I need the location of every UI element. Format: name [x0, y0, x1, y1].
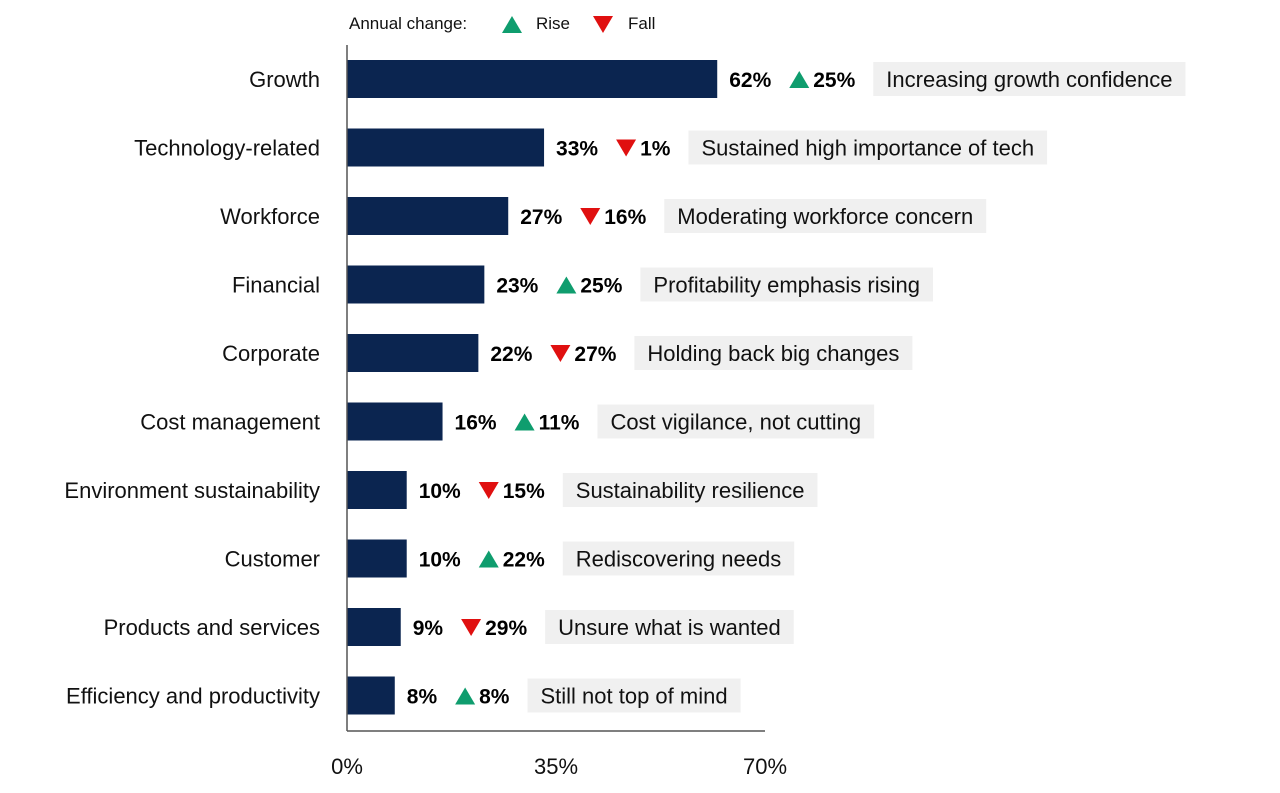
annotation-box: [640, 267, 933, 302]
change-label: 1%: [640, 138, 671, 161]
triangle-down-icon: [478, 482, 499, 499]
legend-title: Annual change:: [349, 14, 467, 33]
annotation-box: [562, 541, 795, 576]
annotation-label: Unsure what is wanted: [558, 615, 781, 640]
triangle-up-icon: [556, 276, 577, 294]
change-label: 25%: [813, 69, 855, 92]
category-label: Corporate: [222, 341, 320, 366]
legend-item-fall-label: Fall: [628, 14, 655, 33]
annotation-label: Moderating workforce concern: [677, 204, 973, 229]
category-label: Growth: [249, 67, 320, 92]
triangle-down-icon: [580, 208, 601, 225]
triangle-down-icon: [593, 16, 613, 33]
x-tick-label: 35%: [534, 754, 578, 779]
annotation-box: [597, 404, 875, 439]
triangle-up-icon: [478, 550, 499, 568]
annotation-label: Increasing growth confidence: [886, 67, 1172, 92]
bar: [347, 334, 479, 372]
annotation-label: Cost vigilance, not cutting: [610, 410, 861, 435]
category-label: Workforce: [220, 204, 320, 229]
annotation-box: [873, 62, 1186, 96]
bar: [347, 197, 509, 235]
annotation-label: Sustained high importance of tech: [701, 136, 1034, 161]
annotation-box: [527, 678, 741, 713]
change-label: 29%: [485, 617, 527, 640]
annotation-box: [634, 336, 913, 370]
bar: [347, 539, 407, 578]
value-label: 33%: [556, 138, 598, 161]
change-label: 25%: [580, 275, 622, 298]
category-label: Products and services: [104, 615, 320, 640]
triangle-down-icon: [616, 139, 637, 157]
value-label: 9%: [413, 617, 444, 640]
bar: [347, 265, 485, 304]
bar: [347, 60, 718, 98]
legend: Annual change: Rise Fall: [349, 14, 655, 33]
annotation-label: Still not top of mind: [540, 684, 727, 709]
value-label: 22%: [490, 343, 532, 366]
legend-item-rise-label: Rise: [536, 14, 570, 33]
bar: [347, 608, 401, 646]
annotation-box: [562, 473, 818, 507]
category-label: Customer: [225, 547, 320, 572]
value-label: 62%: [729, 69, 771, 92]
change-label: 11%: [539, 412, 580, 435]
annotation-box: [664, 199, 987, 233]
value-label: 10%: [419, 549, 461, 572]
annotation-label: Rediscovering needs: [576, 547, 781, 572]
change-label: 16%: [604, 206, 646, 229]
category-label: Financial: [232, 273, 320, 298]
category-label: Efficiency and productivity: [66, 684, 320, 709]
change-label: 8%: [479, 686, 510, 709]
triangle-up-icon: [514, 413, 535, 431]
value-label: 27%: [520, 206, 562, 229]
change-label: 22%: [503, 549, 545, 572]
annotation-box: [688, 130, 1048, 165]
bar: [347, 676, 395, 715]
category-label: Cost management: [140, 410, 320, 435]
triangle-up-icon: [455, 687, 476, 705]
bar: [347, 128, 545, 167]
x-tick-label: 0%: [331, 754, 363, 779]
value-label: 10%: [419, 480, 461, 503]
category-label: Environment sustainability: [64, 478, 320, 503]
value-label: 16%: [455, 412, 497, 435]
annotation-label: Sustainability resilience: [576, 478, 805, 503]
triangle-down-icon: [461, 619, 482, 636]
value-label: 8%: [407, 686, 438, 709]
change-label: 15%: [503, 480, 545, 503]
annotation-box: [545, 610, 794, 644]
change-label: 27%: [574, 343, 616, 366]
annotation-label: Profitability emphasis rising: [653, 273, 920, 298]
value-label: 23%: [496, 275, 538, 298]
triangle-down-icon: [550, 345, 571, 362]
bar: [347, 471, 407, 509]
category-label: Technology-related: [134, 136, 320, 161]
annotation-label: Holding back big changes: [647, 341, 899, 366]
triangle-up-icon: [502, 16, 522, 33]
bar: [347, 402, 443, 441]
x-tick-label: 70%: [743, 754, 787, 779]
triangle-up-icon: [789, 71, 810, 88]
